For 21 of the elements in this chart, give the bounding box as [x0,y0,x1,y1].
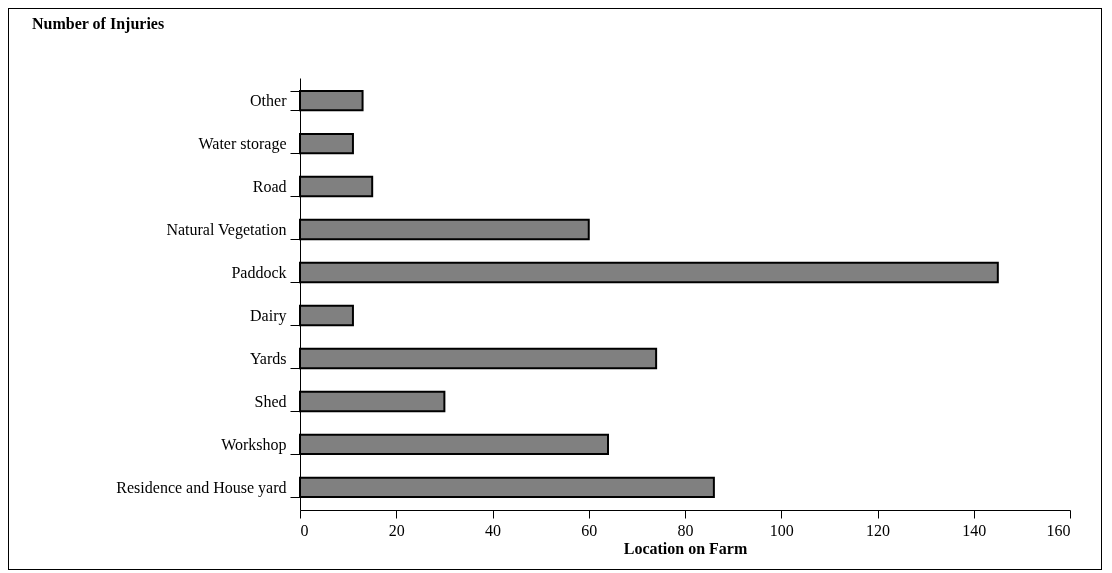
y-tick-label: Other [250,92,288,110]
x-tick-label: 80 [677,521,694,539]
x-tick-label: 60 [581,521,598,539]
x-tick-label: 120 [866,521,890,539]
y-tick-label: Dairy [250,306,287,325]
x-tick-label: 140 [962,521,987,539]
x-tick-label: 160 [1046,521,1071,539]
y-tick-label: Yards [249,349,287,367]
y-tick-label: Water storage [198,135,287,154]
x-tick-label: 20 [388,521,405,539]
y-tick-label: Shed [254,392,287,410]
y-tick-label: Paddock [231,264,287,282]
x-tick-label: 0 [300,521,309,539]
x-axis-title: Location on Farm [623,539,748,557]
y-tick-label: Residence and House yard [116,478,287,497]
y-tick-label: Workshop [221,435,287,454]
y-tick-label: Natural Vegetation [166,221,287,240]
x-tick-label: 100 [769,521,794,539]
text: Number of Injuries [32,15,165,33]
x-tick-label: 40 [485,521,501,539]
y-tick-label: Road [252,178,287,196]
